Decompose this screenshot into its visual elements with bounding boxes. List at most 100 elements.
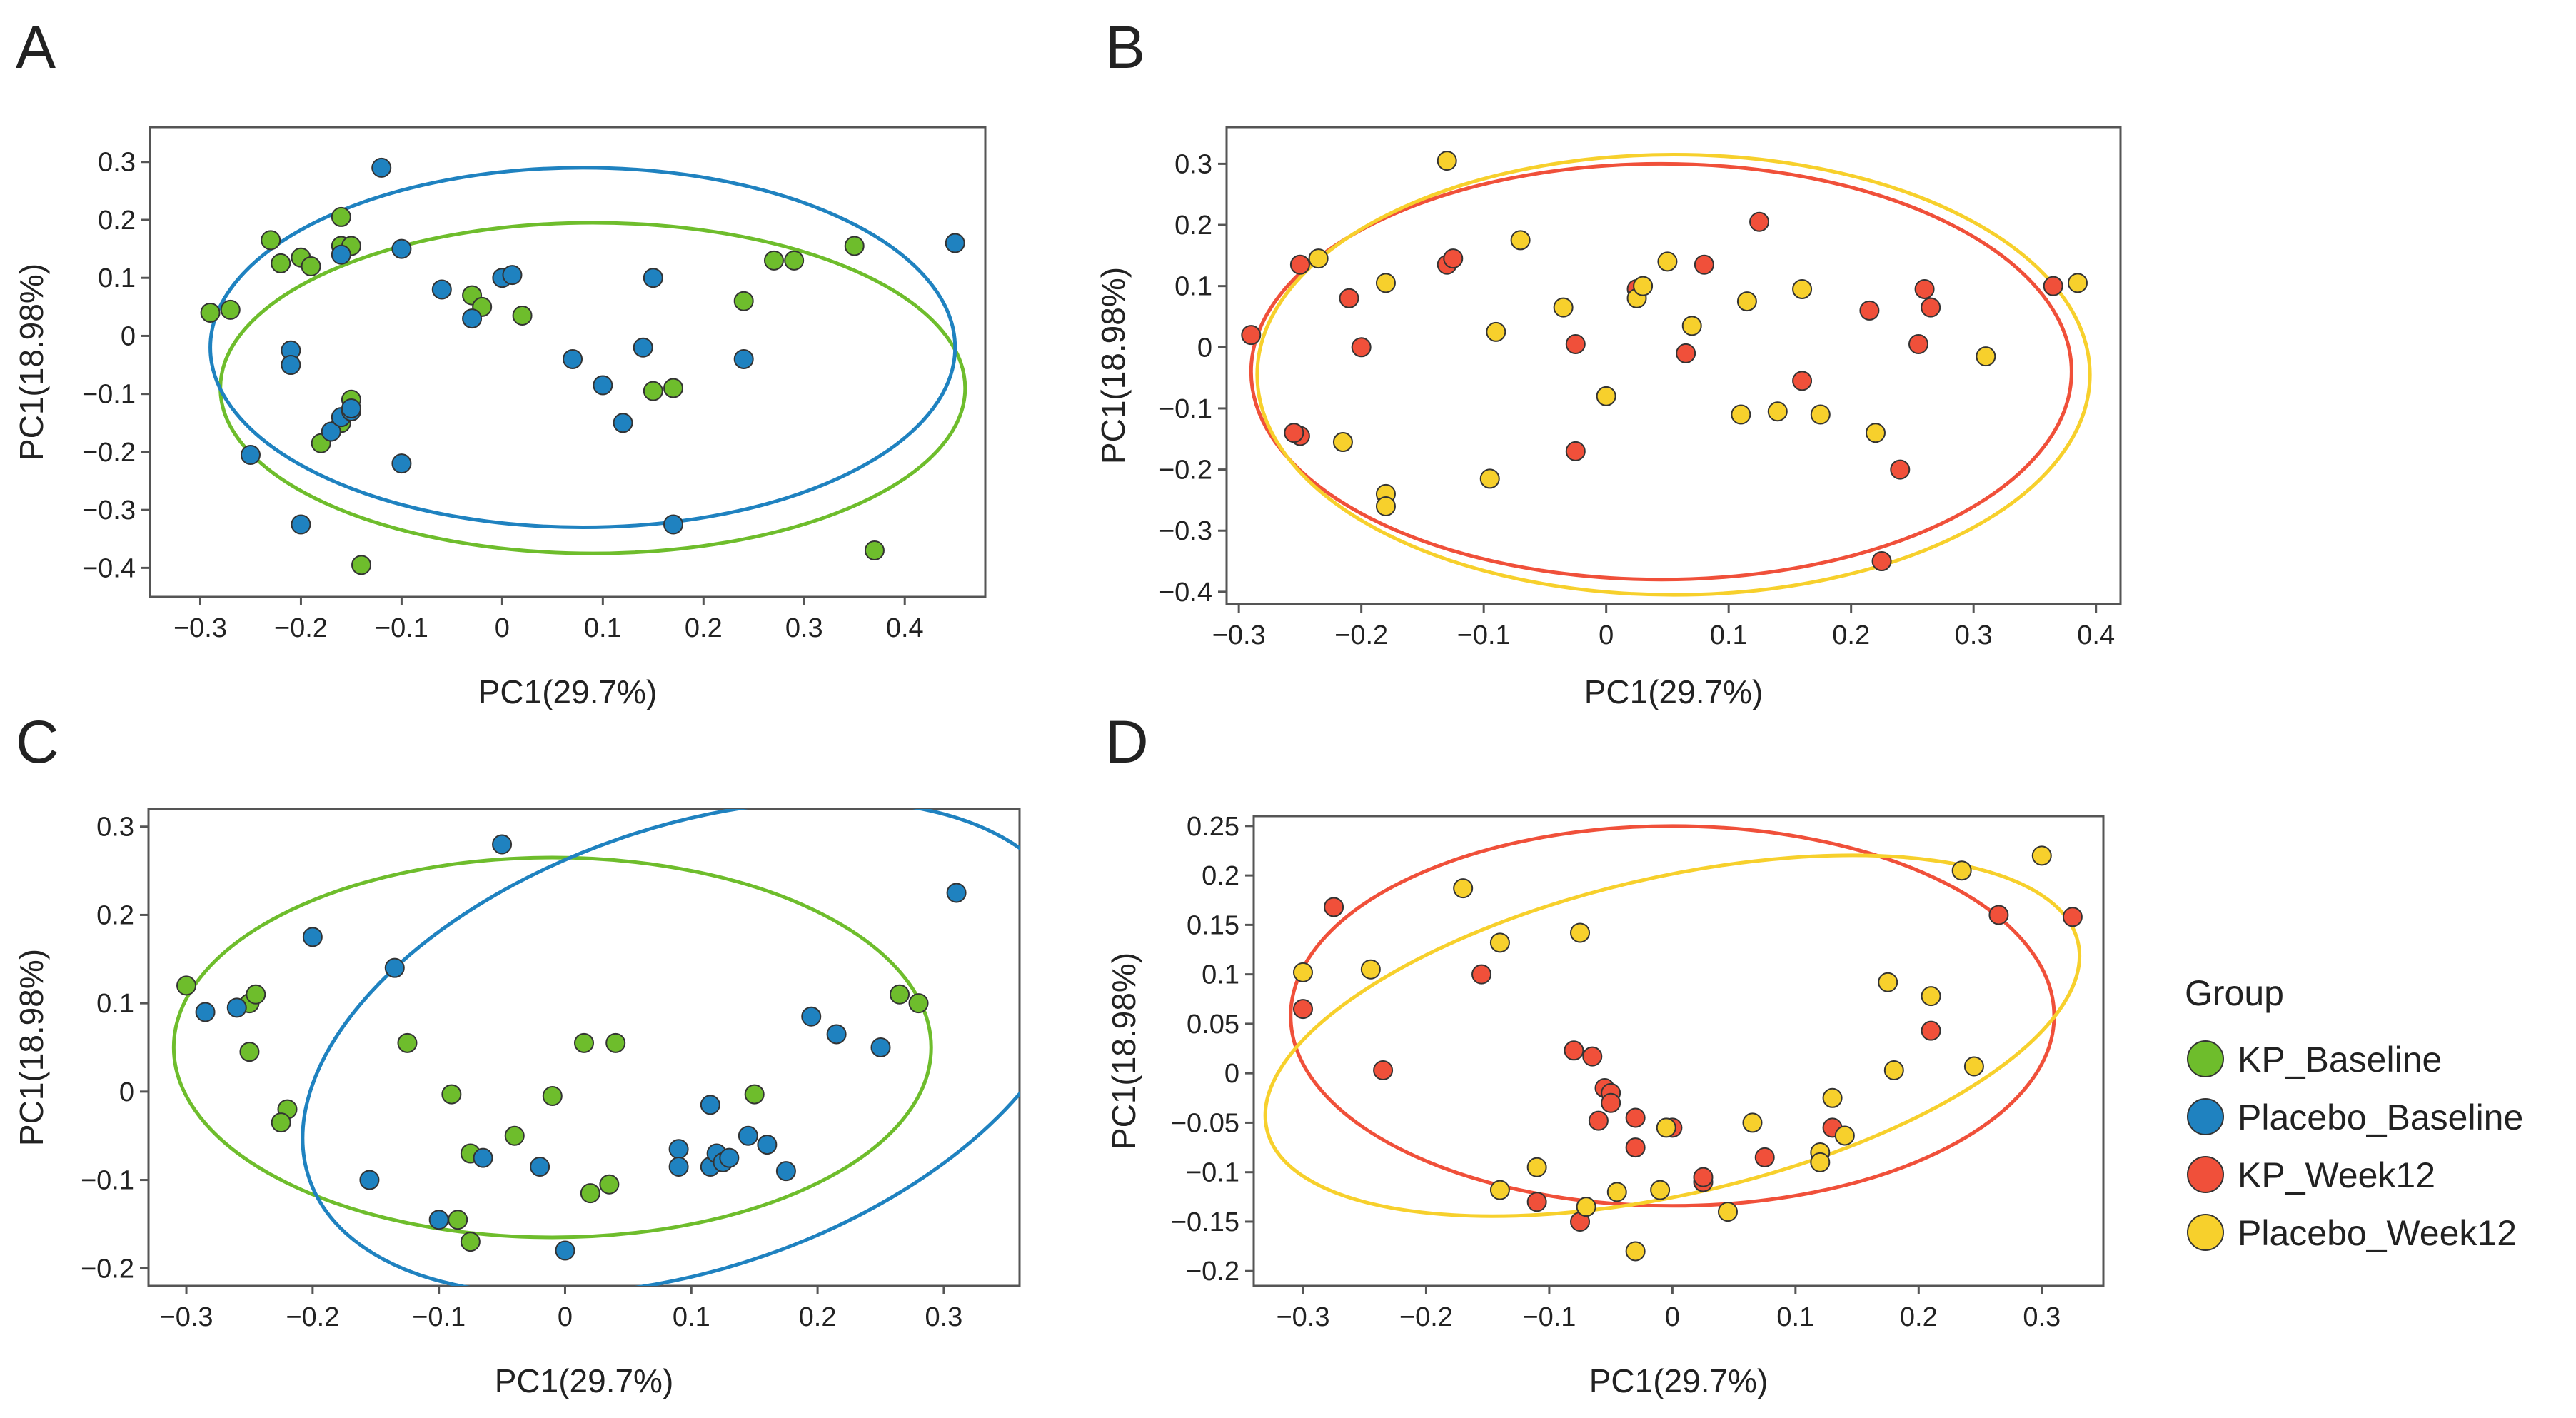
data-point-placebo-week12 bbox=[1963, 1056, 1984, 1077]
data-point-kp-week12 bbox=[1339, 288, 1359, 308]
data-point-placebo-baseline bbox=[643, 268, 663, 288]
panel-b: B −0.3 −0.2 −0.1 0 0.1 0.2 0.3 0.4 0.3 0.2 0.1 0 −0.1… bbox=[1095, 14, 2122, 710]
y-tick-label: −0.2 bbox=[1159, 456, 1212, 486]
x-axis-title: PC1(29.7%) bbox=[1589, 1362, 1769, 1399]
data-point-placebo-baseline bbox=[555, 1240, 575, 1261]
data-point-placebo-week12 bbox=[1596, 386, 1616, 406]
legend-label: Placebo_Week12 bbox=[2238, 1213, 2517, 1253]
data-point-placebo-baseline bbox=[492, 834, 513, 855]
data-point-kp-week12 bbox=[1890, 459, 1911, 480]
data-point-kp-baseline bbox=[200, 302, 221, 323]
data-point-placebo-baseline bbox=[530, 1157, 550, 1177]
y-axis-title: PC1(18.98%) bbox=[1095, 267, 1132, 464]
data-point-kp-baseline bbox=[448, 1210, 468, 1230]
data-point-placebo-week12 bbox=[1553, 297, 1574, 318]
panel-letter: A bbox=[16, 14, 56, 81]
data-point-placebo-baseline bbox=[668, 1157, 689, 1177]
x-axis-title: PC1(29.7%) bbox=[495, 1362, 674, 1399]
data-point-kp-baseline bbox=[220, 299, 241, 320]
x-axis-title: PC1(29.7%) bbox=[478, 673, 658, 710]
y-tick-label: 0.05 bbox=[1187, 1010, 1239, 1040]
data-point-placebo-week12 bbox=[1810, 404, 1831, 425]
x-tick-label: 0.4 bbox=[2077, 620, 2115, 650]
data-point-kp-baseline bbox=[504, 1125, 525, 1146]
data-point-placebo-week12 bbox=[1865, 423, 1886, 443]
plot-frame bbox=[1252, 815, 2105, 1287]
data-point-placebo-baseline bbox=[801, 1006, 822, 1027]
data-point-kp-baseline bbox=[844, 236, 865, 256]
data-point-placebo-week12 bbox=[1681, 316, 1702, 336]
data-point-placebo-week12 bbox=[1731, 404, 1751, 425]
data-point-placebo-baseline bbox=[663, 514, 684, 535]
data-point-kp-week12 bbox=[1565, 441, 1586, 461]
panel-letter: C bbox=[16, 708, 59, 775]
panel-c: C −0.3 −0.2 −0.1 0 0.1 0.2 0.3 0.3 0.2 0.1 0 −0.1 −0.… bbox=[13, 708, 1021, 1399]
data-point-placebo-baseline bbox=[384, 957, 405, 978]
data-point-kp-baseline bbox=[397, 1032, 418, 1053]
data-point-kp-week12 bbox=[1471, 964, 1492, 985]
data-point-kp-baseline bbox=[331, 206, 351, 227]
y-tick-label: −0.05 bbox=[1171, 1108, 1239, 1138]
legend-title: Group bbox=[2185, 973, 2284, 1013]
data-point-placebo-baseline bbox=[281, 355, 301, 376]
x-tick-label: −0.2 bbox=[1334, 620, 1388, 650]
x-tick-label: 0.2 bbox=[1832, 620, 1870, 650]
confidence-ellipse-placebo-week12 bbox=[1255, 153, 2092, 597]
data-point-placebo-week12 bbox=[1526, 1157, 1547, 1177]
x-tick-label: 0.3 bbox=[1955, 620, 1993, 650]
data-point-placebo-week12 bbox=[1292, 962, 1313, 982]
data-point-kp-baseline bbox=[599, 1174, 620, 1195]
x-tick-label: −0.3 bbox=[1276, 1302, 1329, 1332]
data-point-kp-baseline bbox=[261, 230, 281, 251]
data-point-kp-baseline bbox=[301, 256, 321, 276]
data-point-kp-baseline bbox=[542, 1086, 563, 1107]
data-point-kp-week12 bbox=[2043, 276, 2063, 296]
data-point-placebo-week12 bbox=[1453, 878, 1474, 899]
data-point-placebo-week12 bbox=[1767, 401, 1788, 422]
y-tick-label: −0.2 bbox=[81, 1254, 134, 1284]
data-point-kp-week12 bbox=[1373, 1060, 1394, 1081]
data-point-placebo-baseline bbox=[195, 1002, 216, 1022]
data-point-placebo-baseline bbox=[302, 927, 323, 947]
legend-swatch bbox=[2187, 1214, 2224, 1251]
data-point-kp-week12 bbox=[1292, 999, 1313, 1020]
data-point-placebo-week12 bbox=[2067, 273, 2088, 293]
data-point-kp-week12 bbox=[1582, 1046, 1603, 1067]
data-point-kp-baseline bbox=[512, 306, 533, 326]
x-tick-label: 0.3 bbox=[925, 1302, 962, 1332]
y-tick-label: −0.2 bbox=[1186, 1257, 1239, 1287]
x-tick-label: −0.1 bbox=[412, 1302, 466, 1332]
y-tick-label: 0.2 bbox=[1174, 211, 1212, 241]
x-tick-label: 0.1 bbox=[1710, 620, 1748, 650]
plot-content bbox=[200, 157, 967, 575]
data-point-placebo-baseline bbox=[757, 1135, 778, 1155]
legend-label: KP_Week12 bbox=[2238, 1155, 2435, 1195]
data-point-kp-week12 bbox=[1694, 254, 1714, 275]
plot-content bbox=[1241, 151, 2092, 597]
data-point-kp-baseline bbox=[271, 253, 291, 273]
x-tick-label: 0.3 bbox=[2023, 1302, 2061, 1332]
data-point-placebo-baseline bbox=[473, 1147, 493, 1168]
data-point-placebo-baseline bbox=[431, 279, 452, 300]
data-point-kp-baseline bbox=[864, 540, 885, 561]
x-tick-label: −0.3 bbox=[160, 1302, 213, 1332]
data-point-placebo-baseline bbox=[738, 1125, 758, 1146]
data-point-placebo-baseline bbox=[226, 997, 247, 1018]
data-point-placebo-week12 bbox=[1625, 1241, 1646, 1262]
x-tick-label: −0.1 bbox=[1457, 620, 1511, 650]
data-point-placebo-week12 bbox=[1510, 230, 1531, 251]
x-tick-label: 0.2 bbox=[799, 1302, 837, 1332]
x-tick-label: 0.1 bbox=[1776, 1302, 1814, 1332]
panel-letter: D bbox=[1105, 708, 1149, 775]
x-tick-label: 0 bbox=[1665, 1302, 1680, 1332]
data-point-kp-week12 bbox=[1565, 334, 1586, 355]
data-point-placebo-week12 bbox=[1633, 276, 1654, 296]
y-tick-label: −0.4 bbox=[82, 553, 136, 583]
y-tick-label: −0.3 bbox=[82, 496, 136, 526]
data-point-kp-baseline bbox=[460, 1232, 481, 1252]
plot-content bbox=[171, 809, 1020, 1286]
data-point-kp-baseline bbox=[908, 993, 929, 1014]
data-point-kp-week12 bbox=[1693, 1167, 1714, 1187]
data-point-kp-baseline bbox=[643, 381, 663, 401]
panel-d: D −0.3 −0.2 −0.1 0 0.1 0.2 0.3 0.25 0.2 0.15 0.1 0.0… bbox=[1105, 708, 2105, 1399]
